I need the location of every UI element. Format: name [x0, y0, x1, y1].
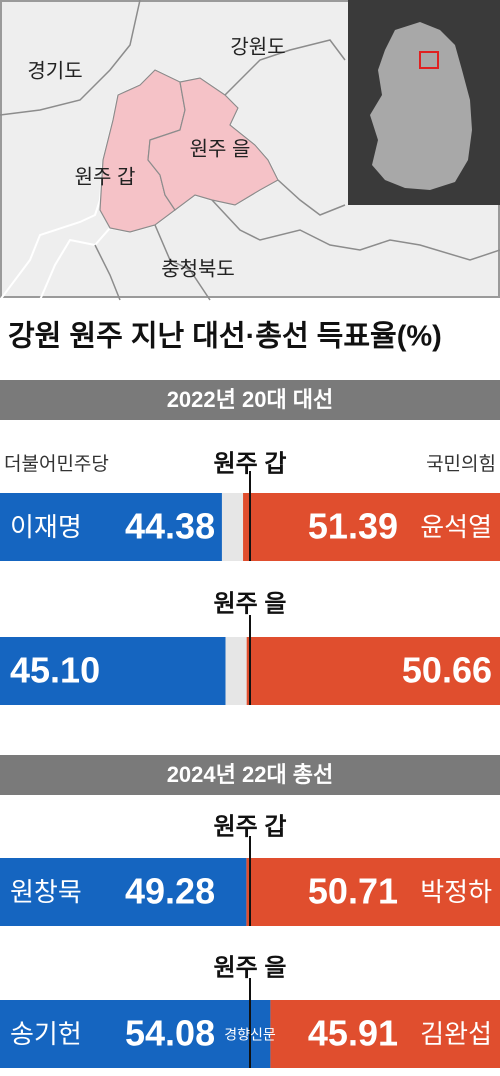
party-label: 더불어민주당: [4, 453, 109, 475]
bar-left: [0, 637, 226, 705]
value-label: 45.91: [308, 1013, 398, 1054]
value-label: 50.71: [308, 871, 398, 912]
wonju-eul: [147, 77, 279, 211]
value-label: 51.39: [308, 506, 398, 547]
map-label: 원주 을: [190, 137, 251, 160]
value-label: 45.10: [10, 650, 100, 691]
value-label: 44.38: [125, 506, 215, 547]
bar-right: [246, 858, 500, 926]
value-label: 54.08: [125, 1013, 215, 1054]
map-label: 충청북도: [161, 257, 235, 280]
map-label: 원주 갑: [75, 165, 136, 188]
location-marker: [419, 51, 439, 69]
candidate-name: 송기헌: [10, 1019, 82, 1049]
section-header: [0, 755, 500, 795]
district-label: 원주 을: [214, 954, 287, 981]
map: 경기도 강원도 원주 갑 원주 을 충청북도: [0, 0, 500, 301]
korea-silhouette: [370, 22, 472, 190]
candidate-name: 이재명: [10, 512, 82, 542]
main-title: 강원 원주 지난 대선·총선 득표율(%): [8, 320, 442, 353]
value-label: 49.28: [125, 871, 215, 912]
credit: 경향신문: [224, 1027, 276, 1043]
candidate-name: 윤석열: [420, 512, 492, 542]
map-label: 강원도: [230, 35, 285, 58]
candidate-name: 박정하: [420, 877, 492, 907]
candidate-name: 원창묵: [10, 877, 82, 907]
bar-left: [0, 493, 222, 561]
province-borders: [0, 0, 500, 301]
section-title: 2022년 20대 대선: [167, 387, 334, 412]
bar-right: [246, 637, 500, 705]
district-label: 원주 갑: [214, 813, 287, 840]
bar-right: [243, 493, 500, 561]
party-label: 국민의힘: [426, 453, 496, 475]
bar-left: [0, 858, 247, 926]
candidate-name: 김완섭: [420, 1019, 492, 1049]
bar-left: [0, 1000, 271, 1068]
value-label: 50.66: [402, 650, 492, 691]
bar-right: [270, 1000, 500, 1068]
section-title: 2024년 22대 총선: [167, 762, 334, 787]
district-label: 원주 을: [214, 590, 287, 617]
map-label: 경기도: [27, 59, 82, 82]
section-header: [0, 380, 500, 420]
